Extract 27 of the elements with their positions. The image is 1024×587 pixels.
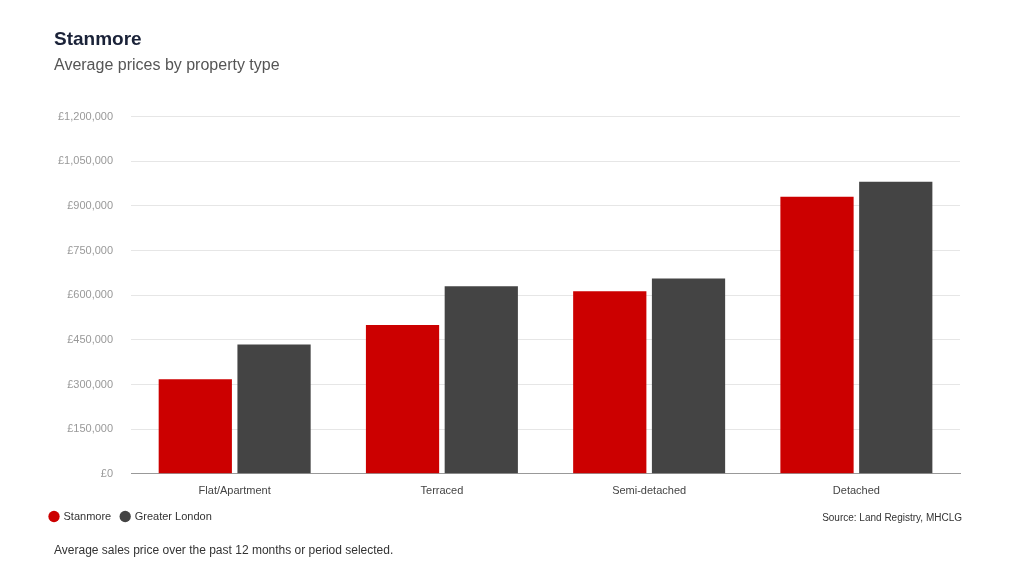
y-tick-label: £1,200,000: [57, 109, 114, 122]
bar: [444, 286, 518, 474]
x-tick-label: Detached: [832, 484, 880, 497]
y-tick-label: £600,000: [67, 288, 114, 301]
y-tick-label: £300,000: [67, 377, 114, 390]
chart-subtitle: Average prices by property type: [54, 56, 280, 74]
legend-label: Greater London: [134, 509, 212, 522]
x-tick-label: Terraced: [420, 484, 464, 497]
bar: [573, 291, 647, 474]
y-tick-label: £750,000: [67, 243, 114, 256]
x-tick-label: Flat/Apartment: [198, 484, 271, 497]
bar: [651, 278, 726, 474]
bar: [237, 344, 311, 474]
legend-label: Stanmore: [63, 509, 112, 522]
bar: [158, 379, 232, 474]
text: Average sales price over the past 12 months or period selected.: [54, 543, 394, 557]
bar: [859, 181, 933, 474]
y-tick-label: £0: [100, 466, 114, 479]
x-tick-label: Semi-detached: [612, 484, 687, 497]
chart-title: Stanmore: [54, 28, 142, 50]
y-tick-label: £900,000: [67, 198, 114, 211]
y-tick-label: £150,000: [67, 422, 114, 435]
y-tick-label: £1,050,000: [57, 154, 114, 167]
bar: [365, 324, 440, 474]
bar: [780, 196, 854, 474]
y-tick-label: £450,000: [67, 332, 114, 345]
source-note: Source: Land Registry, MHCLG: [822, 512, 962, 523]
